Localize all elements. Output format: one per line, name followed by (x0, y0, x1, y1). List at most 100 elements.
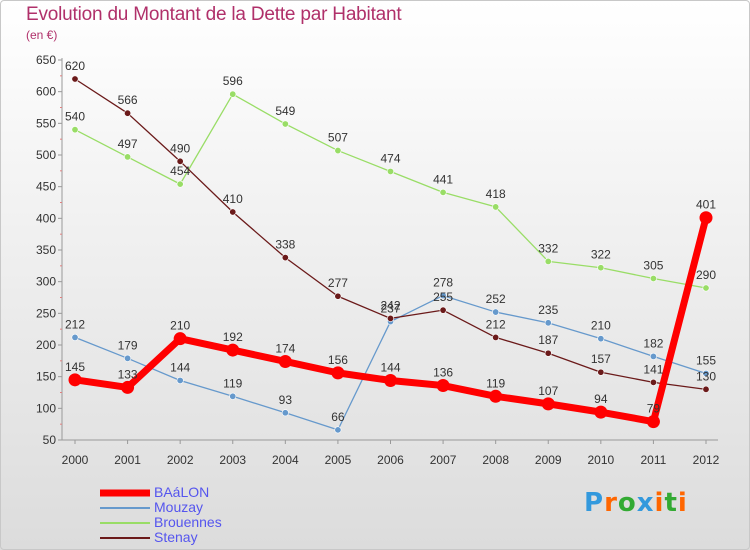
data-label: 66 (331, 410, 345, 424)
x-tick-label: 2004 (272, 453, 299, 467)
data-point (229, 90, 237, 98)
y-tick-label: 100 (36, 401, 56, 415)
data-label: 119 (223, 376, 242, 390)
data-label: 141 (643, 362, 663, 376)
x-tick-label: 2009 (535, 453, 562, 467)
data-point (544, 319, 552, 327)
legend-swatch-mouzay (100, 506, 150, 509)
legend-label-stenay: Stenay (154, 529, 198, 545)
data-point (334, 292, 342, 300)
data-point (489, 389, 503, 403)
data-point (544, 257, 552, 265)
data-label: 155 (696, 354, 716, 368)
x-tick-label: 2000 (62, 453, 89, 467)
data-point (702, 369, 710, 377)
data-label: 79 (647, 402, 661, 416)
logo-letter: r (604, 488, 618, 518)
proxiti-logo: Proxiti (584, 488, 688, 518)
data-point (492, 203, 500, 211)
logo-letter: o (617, 488, 637, 518)
series-line (74, 93, 707, 289)
y-tick-label: 500 (36, 148, 56, 162)
data-point (176, 376, 184, 384)
legend-label-brouennes: Brouennes (154, 514, 222, 530)
data-point (226, 343, 240, 357)
data-label: 212 (486, 317, 506, 331)
data-point (334, 147, 342, 155)
data-point (492, 308, 500, 316)
data-label: 410 (223, 192, 243, 206)
data-point (649, 378, 657, 386)
data-label: 133 (118, 367, 138, 381)
data-point (597, 264, 605, 272)
data-label: 497 (118, 137, 138, 151)
data-point (384, 373, 397, 387)
logo-letter: x (636, 488, 655, 518)
data-point (541, 397, 555, 411)
data-point (436, 379, 450, 393)
x-tick-label: 2006 (377, 453, 404, 467)
data-label: 540 (65, 110, 85, 124)
data-label: 332 (538, 241, 558, 255)
data-point (386, 314, 394, 322)
data-point (124, 109, 132, 117)
data-label: 252 (486, 292, 506, 306)
data-label: 566 (118, 93, 138, 107)
data-point (702, 385, 710, 393)
data-point (229, 208, 237, 216)
data-label: 441 (433, 172, 453, 186)
data-point (278, 354, 292, 368)
data-label: 156 (328, 353, 348, 367)
data-point (649, 352, 657, 360)
data-point (492, 333, 500, 341)
data-point (649, 274, 657, 282)
data-label: 130 (696, 369, 716, 383)
data-label: 474 (380, 151, 400, 165)
data-label: 182 (643, 336, 663, 350)
data-point (386, 167, 394, 175)
data-label: 136 (433, 366, 453, 380)
x-tick-label: 2005 (325, 453, 352, 467)
data-label: 454 (170, 164, 190, 178)
data-point (331, 366, 345, 380)
data-point (124, 354, 132, 362)
data-point (71, 126, 79, 134)
data-label: 278 (433, 276, 453, 290)
data-point (68, 373, 82, 387)
legend-swatch-baalon (100, 489, 150, 496)
data-point (71, 75, 79, 83)
data-label: 107 (538, 384, 558, 398)
y-tick-label: 250 (36, 306, 56, 320)
data-label: 192 (223, 330, 243, 344)
data-label: 179 (118, 338, 138, 352)
chart-subtitle: (en €) (26, 28, 58, 42)
data-label: 93 (279, 393, 293, 407)
data-point (544, 349, 552, 357)
data-label: 119 (486, 376, 505, 390)
data-point (71, 333, 79, 341)
data-label: 235 (538, 303, 558, 317)
data-point (121, 380, 135, 394)
data-label: 212 (65, 317, 85, 331)
data-point (176, 180, 184, 188)
data-point (699, 211, 713, 225)
data-label: 507 (328, 131, 348, 145)
data-label: 144 (170, 360, 190, 374)
data-label: 596 (223, 74, 243, 88)
data-point (281, 409, 289, 417)
data-label: 277 (328, 276, 348, 290)
data-label: 255 (433, 290, 453, 304)
x-tick-label: 2008 (482, 453, 509, 467)
data-label: 237 (380, 302, 400, 316)
data-point (439, 306, 447, 314)
data-label: 490 (170, 141, 190, 155)
data-point (646, 415, 660, 429)
y-tick-label: 350 (36, 243, 56, 257)
data-point (124, 153, 132, 161)
y-tick-label: 550 (36, 116, 56, 130)
x-tick-label: 2007 (430, 453, 457, 467)
data-point (176, 157, 184, 165)
y-tick-label: 650 (36, 53, 56, 67)
data-label: 338 (275, 238, 295, 252)
data-label: 620 (65, 59, 85, 73)
